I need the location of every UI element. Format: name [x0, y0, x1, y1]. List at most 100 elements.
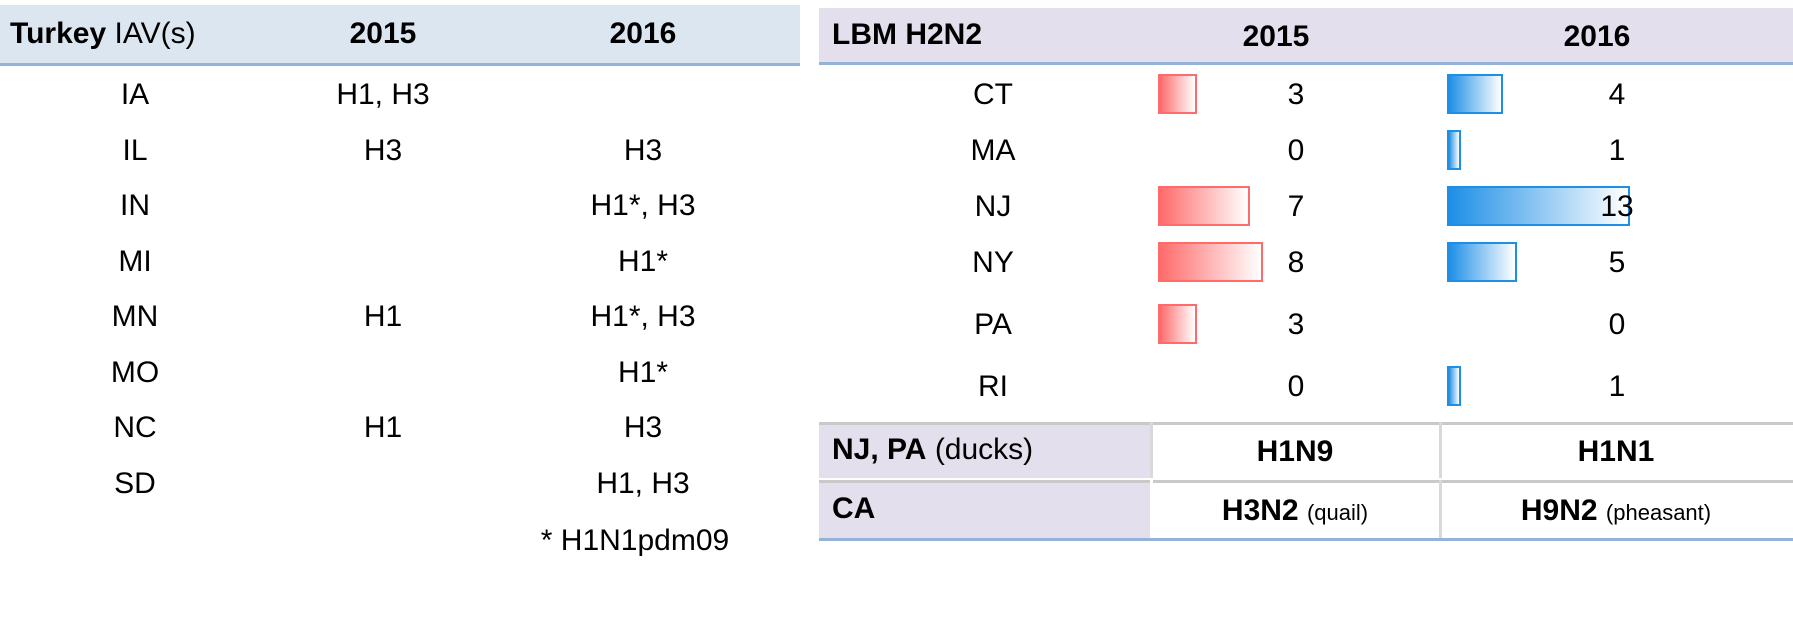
value: 0 [1236, 131, 1356, 171]
cell: IA [0, 75, 295, 115]
cell-part: H1* [617, 244, 669, 278]
column-header: 2015 [223, 14, 543, 54]
label-bg [819, 422, 1150, 478]
state: NJ [833, 187, 1153, 227]
cell: H3 [483, 131, 803, 171]
cell: H1*, H3 [483, 297, 803, 337]
cell: SD [0, 464, 295, 504]
header-title: Turkey IAV(s) [10, 14, 265, 56]
state-part: PA [974, 308, 1012, 341]
cell-part: (pheasant) [1605, 500, 1712, 525]
cell: H9N2 (pheasant) [1446, 491, 1786, 533]
state-part: NY [972, 246, 1014, 279]
state: MA [833, 131, 1153, 171]
cell-part: H1 [363, 300, 403, 333]
data-bar [1447, 130, 1462, 170]
bottom-rule [819, 538, 1793, 541]
value-part: 3 [1287, 308, 1305, 341]
label-bold: NJ, PA [832, 433, 927, 466]
cell-part: H3 [623, 133, 663, 167]
value: 5 [1557, 243, 1677, 283]
cell: H1* [483, 353, 803, 393]
header-rule [819, 62, 1793, 65]
value: 0 [1557, 305, 1677, 345]
value-part: 3 [1287, 78, 1305, 111]
cell: H1N9 [1125, 432, 1465, 472]
header-rule [0, 63, 800, 66]
value: 3 [1236, 305, 1356, 345]
cell-part: H1N9 [1256, 435, 1334, 468]
cell-part: H1, H3 [596, 466, 690, 500]
cell-part: H3N2 [1221, 494, 1299, 527]
label-bg [819, 480, 1150, 538]
column-header-part: 2016 [1563, 20, 1631, 53]
column-header: 2016 [1437, 17, 1757, 57]
cell-border [1439, 480, 1442, 538]
cell: MN [0, 297, 295, 337]
value-part: 8 [1287, 246, 1305, 279]
state-part: CT [973, 78, 1013, 111]
title-bold: Turkey [10, 17, 107, 50]
value: 3 [1236, 75, 1356, 115]
state-part: NJ [974, 190, 1012, 223]
cell-part: H1*, H3 [590, 300, 696, 333]
cell-part: IN [120, 189, 150, 222]
value-part: 5 [1608, 246, 1626, 279]
value-part: 0 [1608, 308, 1626, 341]
cell: H3N2 (quail) [1125, 491, 1465, 533]
cell: H1N1 [1446, 432, 1786, 472]
header-bg [0, 5, 800, 63]
data-bar [1158, 74, 1198, 114]
cell: H1 [223, 297, 543, 337]
data-bar [1447, 186, 1630, 226]
value: 8 [1236, 243, 1356, 283]
header-bg [819, 8, 1793, 62]
state: CT [833, 75, 1153, 115]
cell-part: H3 [363, 133, 403, 167]
value-part: 1 [1608, 134, 1626, 167]
cell-part: IL [122, 133, 148, 167]
title: LBM H2N2 [832, 18, 983, 51]
footnote-part: * H1N1pdm09 [540, 524, 730, 557]
value-part: 13 [1600, 190, 1634, 223]
cell-part: H1 [363, 411, 403, 444]
label-rest: (ducks) [934, 433, 1034, 466]
cell: H1 [223, 408, 543, 448]
cell: MO [0, 353, 295, 393]
cell-part: H1*, H3 [590, 189, 696, 222]
column-header: 2016 [483, 14, 803, 54]
state-part: RI [978, 370, 1008, 403]
column-header-part: 2015 [349, 17, 417, 50]
state-part: MA [970, 134, 1016, 167]
state: PA [833, 305, 1153, 345]
column-header-part: 2016 [609, 17, 677, 50]
value: 4 [1557, 75, 1677, 115]
cell-part: (quail) [1306, 500, 1369, 525]
value: 13 [1557, 187, 1677, 227]
label: CA [832, 489, 1152, 529]
state: NY [833, 243, 1153, 283]
data-bar [1447, 366, 1462, 406]
footnote: * H1N1pdm09 [475, 521, 795, 561]
cell: MI [0, 242, 295, 282]
cell: H3 [483, 408, 803, 448]
value-part: 4 [1608, 78, 1626, 111]
value: 0 [1236, 367, 1356, 407]
value-part: 0 [1287, 370, 1305, 403]
column-header-part: 2015 [1242, 20, 1310, 53]
cell-part: H1N1 [1577, 435, 1655, 468]
value-part: 0 [1287, 134, 1305, 167]
cell: NC [0, 408, 295, 448]
row-rule [819, 422, 1793, 425]
data-bar [1158, 304, 1198, 344]
cell: H1*, H3 [483, 186, 803, 226]
data-bar [1447, 242, 1518, 282]
label: NJ, PA (ducks) [832, 430, 1152, 470]
cell-part: NC [113, 411, 157, 444]
header-title: LBM H2N2 [832, 15, 1132, 57]
cell-border [1439, 422, 1442, 478]
value: 1 [1557, 367, 1677, 407]
cell-part: H9N2 [1520, 494, 1598, 527]
cell-part: MN [111, 300, 159, 333]
row-rule [819, 480, 1793, 483]
